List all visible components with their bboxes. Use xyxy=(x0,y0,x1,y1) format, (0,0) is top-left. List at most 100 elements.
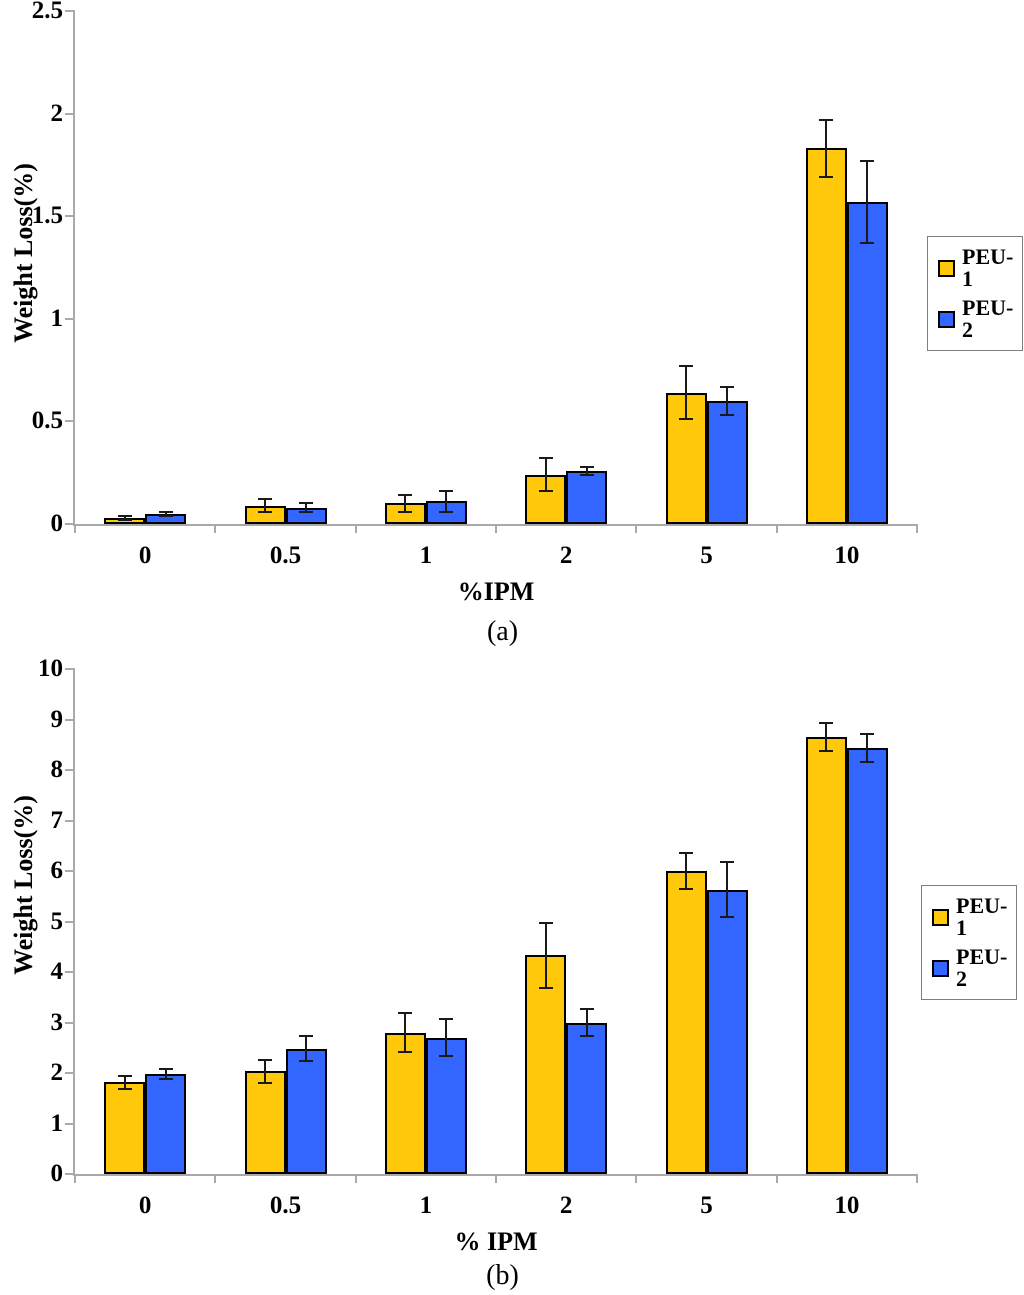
y-tick-label: 9 xyxy=(50,705,64,733)
y-tick-mark xyxy=(65,1021,75,1024)
error-bar xyxy=(164,1068,167,1080)
error-bar-cap xyxy=(398,510,413,513)
error-bar xyxy=(264,1059,266,1084)
bar-peu-1-5 xyxy=(665,392,707,524)
error-bar-cap xyxy=(538,921,553,924)
legend-label-peu2: PEU-2 xyxy=(962,295,1014,342)
error-bar-cap xyxy=(439,490,454,493)
error-bar-cap xyxy=(679,418,693,421)
bar-peu-2-1 xyxy=(425,1037,467,1174)
x-tick-mark xyxy=(74,1174,76,1183)
error-bar-cap xyxy=(117,1074,132,1077)
error-bar-cap xyxy=(720,414,734,417)
error-bar-cap xyxy=(117,518,132,521)
error-bar-cap xyxy=(819,118,834,121)
y-tick-mark xyxy=(65,718,75,721)
x-tick-label: 2 xyxy=(559,1192,573,1219)
error-bar-cap xyxy=(860,761,875,764)
y-tick-label: 6 xyxy=(50,857,64,884)
error-bar-cap xyxy=(299,1060,313,1063)
x-tick-mark xyxy=(354,524,357,533)
x-tick-mark xyxy=(635,524,638,533)
y-tick-label: 2.5 xyxy=(31,0,63,24)
bar-peu-1-0 xyxy=(104,1082,146,1174)
y-tick-mark xyxy=(65,971,75,973)
error-bar-cap xyxy=(299,510,313,513)
error-bar-cap xyxy=(720,385,734,388)
peu1-swatch-icon xyxy=(932,908,949,926)
caption-a: (a) xyxy=(486,616,519,647)
bar-peu-2-5 xyxy=(706,889,748,1174)
y-tick-label: 1 xyxy=(50,1109,64,1137)
bar-peu-1-2 xyxy=(525,955,567,1174)
y-tick-mark xyxy=(65,317,75,320)
y-tick-mark xyxy=(65,1072,75,1074)
bar-peu-2-10 xyxy=(846,201,888,524)
x-tick-mark xyxy=(74,524,76,533)
x-tick-mark xyxy=(495,524,497,533)
error-bar-cap xyxy=(538,987,553,990)
error-bar xyxy=(726,386,728,416)
x-tick-label: 5 xyxy=(700,1192,713,1219)
y-tick-label: 7 xyxy=(50,806,64,834)
error-bar-cap xyxy=(679,852,693,855)
bar-peu-2-0.5 xyxy=(285,1048,327,1174)
x-tick-label: 10 xyxy=(834,542,860,569)
legend-item-peu2: PEU-2 xyxy=(932,946,1016,990)
bar-peu-1-10 xyxy=(805,148,847,524)
error-bar-cap xyxy=(299,1035,313,1038)
error-bar-cap xyxy=(819,176,834,179)
x-tick-label: 0 xyxy=(138,542,152,569)
error-bar-cap xyxy=(158,510,173,513)
error-bar xyxy=(123,515,126,520)
error-bar-cap xyxy=(258,498,272,501)
error-bar xyxy=(685,365,687,420)
y-tick-label: 1.5 xyxy=(31,202,63,230)
x-axis-title-b: % IPM xyxy=(454,1227,538,1256)
legend-item-peu1: PEU-1 xyxy=(938,246,1022,290)
legend-item-peu2: PEU-2 xyxy=(938,297,1022,341)
error-bar-cap xyxy=(117,514,132,517)
error-bar-cap xyxy=(538,490,553,493)
legend-label-peu2: PEU-2 xyxy=(956,944,1008,991)
error-bar xyxy=(825,723,828,752)
error-bar-cap xyxy=(158,1078,173,1081)
x-tick-label: 0.5 xyxy=(269,1192,302,1219)
x-tick-label: 0.5 xyxy=(269,542,302,569)
error-bar xyxy=(544,458,547,492)
y-tick-label: 2 xyxy=(50,1059,64,1086)
x-tick-mark xyxy=(916,1174,918,1183)
y-tick-label: 0 xyxy=(50,1160,64,1187)
y-tick-mark xyxy=(65,668,75,670)
y-tick-label: 8 xyxy=(50,756,64,783)
error-bar xyxy=(544,922,547,989)
error-bar-cap xyxy=(158,1067,173,1070)
y-tick-mark xyxy=(65,112,75,115)
legend-label-peu1: PEU-1 xyxy=(956,893,1008,940)
y-axis-title-a: Weight Loss(%) xyxy=(9,163,38,343)
caption-b: (b) xyxy=(486,1260,519,1291)
peu1-swatch-icon xyxy=(938,259,955,277)
error-bar-cap xyxy=(158,514,173,517)
y-tick-mark xyxy=(65,1122,75,1125)
peu2-swatch-icon xyxy=(932,959,949,977)
y-tick-mark xyxy=(65,870,75,872)
x-tick-label: 0 xyxy=(138,1192,152,1219)
error-bar xyxy=(726,861,728,918)
error-bar-cap xyxy=(398,1050,413,1053)
y-tick-label: 0 xyxy=(50,510,64,537)
error-bar xyxy=(685,853,687,889)
peu2-swatch-icon xyxy=(938,310,955,328)
x-tick-label: 1 xyxy=(419,1192,433,1219)
error-bar-cap xyxy=(579,1035,594,1038)
error-bar-cap xyxy=(819,750,834,753)
x-tick-mark xyxy=(214,524,217,533)
error-bar xyxy=(866,160,869,243)
x-tick-mark xyxy=(214,1174,217,1183)
error-bar-cap xyxy=(299,502,313,505)
x-tick-label: 5 xyxy=(700,542,713,569)
error-bar xyxy=(305,503,307,512)
legend-item-peu1: PEU-1 xyxy=(932,895,1016,939)
bar-peu-2-10 xyxy=(846,748,888,1174)
